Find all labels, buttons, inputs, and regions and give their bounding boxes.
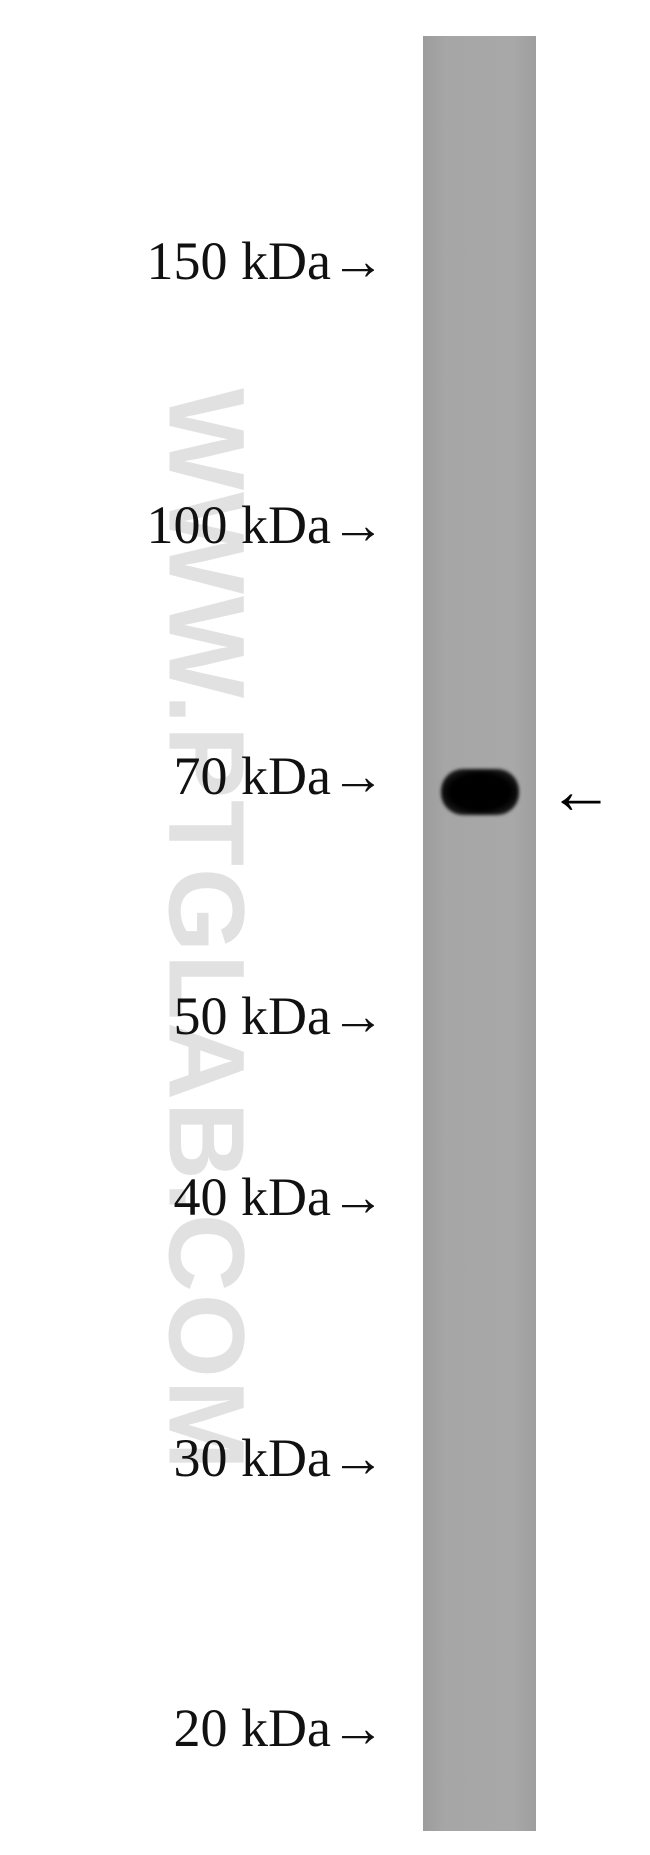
marker-label: 50 kDa→ <box>173 986 385 1046</box>
gel-lane <box>423 36 536 1831</box>
marker-label: 20 kDa→ <box>173 1698 385 1758</box>
marker-label: 150 kDa→ <box>146 231 385 291</box>
band-arrow: ← <box>548 755 614 828</box>
marker-label: 30 kDa→ <box>173 1428 385 1488</box>
marker-label: 100 kDa→ <box>146 495 385 555</box>
protein-band <box>441 769 519 815</box>
marker-label: 70 kDa→ <box>173 746 385 806</box>
marker-label: 40 kDa→ <box>173 1167 385 1227</box>
